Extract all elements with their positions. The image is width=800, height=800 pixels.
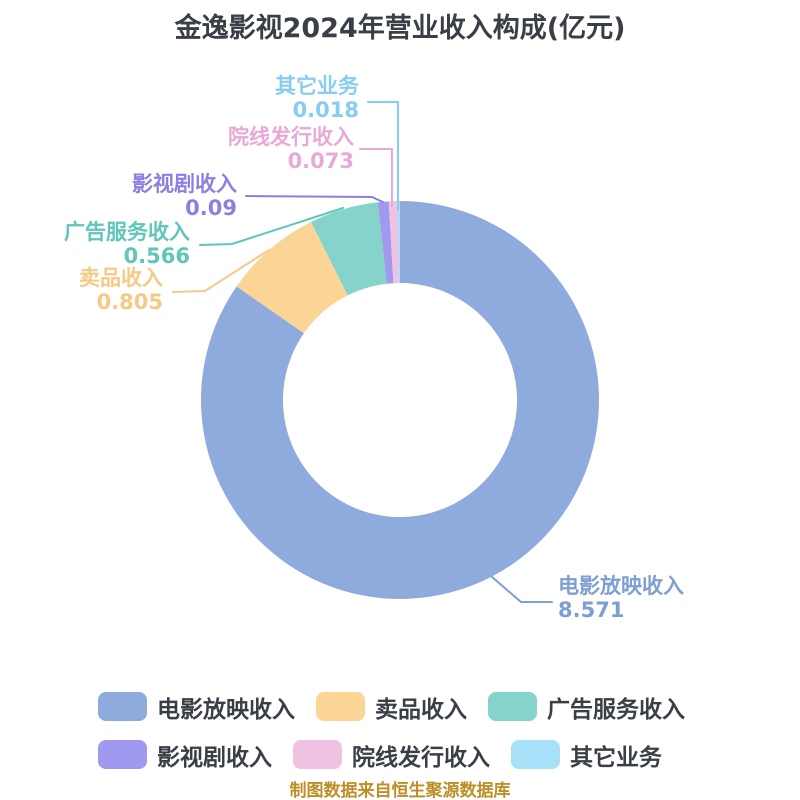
- pie-slice-4: [388, 201, 399, 284]
- legend-item: 卖品收入: [316, 690, 467, 724]
- legend-swatch: [98, 740, 147, 769]
- leader-line-4: [359, 148, 393, 207]
- legend-row: 电影放映收入 卖品收入 广告服务收入: [98, 690, 685, 724]
- callout-value: 8.571: [558, 598, 625, 622]
- callout-cinema-distribution: 院线发行收入 0.073: [228, 125, 354, 173]
- legend-swatch: [98, 692, 147, 721]
- leader-line-1: [172, 249, 270, 293]
- callout-value: 0.018: [292, 98, 359, 122]
- page-title: 金逸影视2024年营业收入构成(亿元): [174, 13, 626, 44]
- legend-item: 影视剧收入: [98, 738, 272, 772]
- data-source-note: 制图数据来自恒生聚源数据库: [289, 781, 511, 800]
- legend-label: 影视剧收入: [157, 744, 272, 771]
- legend-label: 其它业务: [570, 744, 662, 771]
- callout-other-business: 其它业务 0.018: [275, 74, 359, 122]
- callout-concession-sales: 卖品收入 0.805: [79, 266, 163, 314]
- callout-film-tv-drama: 影视剧收入 0.09: [132, 172, 237, 220]
- callout-label: 广告服务收入: [64, 220, 190, 244]
- callout-label: 电影放映收入: [558, 574, 684, 598]
- pie-slice-1: [236, 222, 348, 334]
- callout-advertising-service: 广告服务收入 0.566: [64, 220, 190, 268]
- callout-value: 0.805: [96, 290, 163, 314]
- leader-line-3: [245, 195, 384, 203]
- pie-slice-2: [311, 202, 387, 296]
- legend-label: 广告服务收入: [547, 696, 685, 723]
- legend-swatch: [293, 740, 342, 769]
- legend-item: 院线发行收入: [293, 738, 490, 772]
- callout-value: 0.073: [287, 149, 354, 173]
- pie-slice-0: [200, 201, 599, 600]
- legend-swatch: [511, 740, 560, 769]
- callout-label: 院线发行收入: [228, 125, 354, 149]
- legend-row: 影视剧收入 院线发行收入 其它业务: [98, 738, 685, 772]
- legend-item: 广告服务收入: [488, 690, 685, 724]
- legend-swatch: [316, 692, 365, 721]
- callout-label: 卖品收入: [79, 266, 163, 290]
- legend: 电影放映收入 卖品收入 广告服务收入影视剧收入 院线发行收入 其它业务: [98, 692, 685, 788]
- leader-line-2: [199, 207, 344, 246]
- legend-label: 院线发行收入: [352, 744, 490, 771]
- callout-label: 其它业务: [275, 74, 359, 98]
- legend-label: 卖品收入: [375, 696, 467, 723]
- legend-item: 电影放映收入: [98, 690, 295, 724]
- legend-item: 其它业务: [511, 738, 662, 772]
- callout-value: 0.09: [185, 196, 237, 220]
- callout-label: 影视剧收入: [132, 172, 237, 196]
- pie-slice-3: [377, 201, 394, 284]
- legend-swatch: [488, 692, 537, 721]
- legend-label: 电影放映收入: [157, 696, 295, 723]
- pie-slice-5: [397, 200, 400, 284]
- leader-line-0: [491, 576, 553, 603]
- leader-line-5: [367, 101, 399, 211]
- callout-film-screening: 电影放映收入 8.571: [558, 574, 684, 622]
- callout-value: 0.566: [123, 244, 190, 268]
